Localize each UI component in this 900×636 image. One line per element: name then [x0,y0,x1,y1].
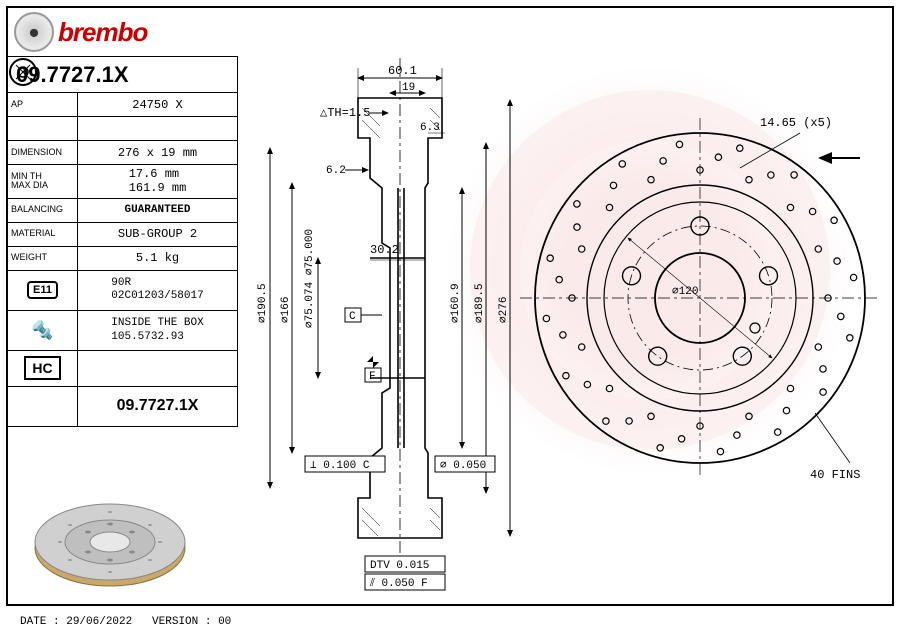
dim-th: △TH=1.5 [320,106,370,120]
datum-f: F [369,371,376,383]
dim-189-5: ⌀189.5 [474,283,486,323]
spec-value-minth: 17.6 mm 161.9 mm [78,165,237,198]
hc-icon: HC [8,351,78,386]
cross-section: 60.1 19 △TH=1.5 6.3 6.2 30.2 ⌀190.5 ⌀166… [257,58,510,590]
dim-6-3: 6.3 [420,122,440,134]
spec-label-empty [8,117,78,140]
technical-drawing: 60.1 19 △TH=1.5 6.3 6.2 30.2 ⌀190.5 ⌀166… [240,8,892,628]
tol-c: ⊥ 0.100 C [310,460,370,472]
tol-050: ⌀ 0.050 [440,460,486,472]
spec-value-repeat: 09.7727.1X [78,387,237,426]
spec-value-ap: 24750 X [78,93,237,116]
dim-160-9: ⌀160.9 [450,283,462,323]
dim-fins: 40 FINS [810,468,860,482]
dim-276: ⌀276 [498,297,510,323]
footer-version-label: VERSION : [152,616,211,628]
dim-120: ⌀120 [672,286,698,298]
dim-190-5: ⌀190.5 [257,283,269,323]
tol-dtv: DTV 0.015 [370,560,429,572]
spec-label-minth: MIN TH MAX DIA [8,165,78,198]
spec-value-dimension: 276 x 19 mm [78,141,237,164]
spec-value-material: SUB-GROUP 2 [78,223,237,246]
brand-badge-icon: ⬤ [14,12,54,52]
spec-value-weight: 5.1 kg [78,247,237,270]
spec-value-empty [78,117,237,140]
spec-label-balancing: BALANCING [8,199,78,222]
spec-value-hc [78,351,237,386]
spec-value-e11: 90R 02C01203/58017 [78,271,237,310]
spec-value-box: INSIDE THE BOX 105.5732.93 [78,311,237,350]
brand-logo: ⬤ brembo [8,8,238,56]
product-thumbnail [20,490,200,600]
dim-75: ⌀75.074 ⌀75.000 [304,229,316,328]
e11-icon: E11 [8,271,78,310]
spec-table: 09.7727.1X AP 24750 X DIMENSION 276 x 19… [8,56,238,427]
dim-30-2: 30.2 [370,243,399,257]
footer-version-value: 00 [218,616,231,628]
spec-label-dimension: DIMENSION [8,141,78,164]
disc-icon [8,387,78,426]
dim-19: 19 [402,82,415,94]
datum-c: C [349,311,356,323]
brand-name: brembo [58,17,147,48]
dim-6-2: 6.2 [326,165,346,177]
tol-f: ⫽ 0.050 F [369,578,428,590]
part-number: 09.7727.1X [8,57,237,92]
dim-60-1: 60.1 [388,64,417,78]
spec-label-material: MATERIAL [8,223,78,246]
footer-date-value: 29/06/2022 [66,616,132,628]
screw-icon: 🔩 [8,311,78,350]
footer: DATE : 29/06/2022 VERSION : 00 [20,616,231,628]
spec-label-weight: WEIGHT [8,247,78,270]
footer-date-label: DATE : [20,616,60,628]
dim-bolt: 14.65 (x5) [760,116,832,130]
dim-166: ⌀166 [280,297,292,323]
spec-value-balancing: GUARANTEED [78,199,237,222]
front-view: ⌀120 14.65 (x5) 40 FINS [520,116,880,482]
spec-label-ap: AP [8,93,78,116]
